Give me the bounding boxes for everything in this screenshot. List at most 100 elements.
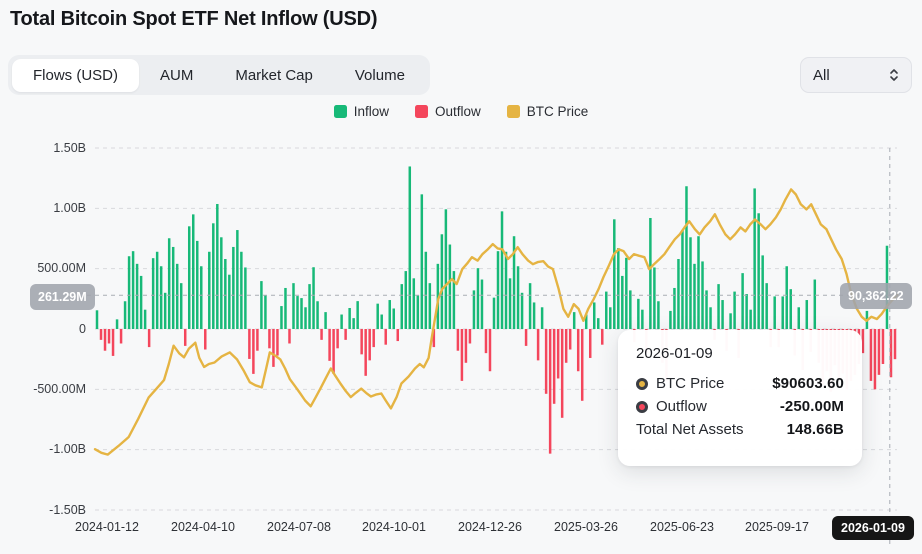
inflow-bar[interactable] <box>404 271 408 329</box>
inflow-bar[interactable] <box>408 166 412 329</box>
inflow-bar[interactable] <box>625 257 628 329</box>
inflow-bar[interactable] <box>697 236 700 329</box>
outflow-bar[interactable] <box>484 329 488 354</box>
inflow-bar[interactable] <box>613 219 616 329</box>
outflow-bar[interactable] <box>147 329 151 348</box>
inflow-bar[interactable] <box>95 310 99 329</box>
inflow-bar[interactable] <box>745 294 748 329</box>
inflow-bar[interactable] <box>813 279 817 329</box>
inflow-bar[interactable] <box>757 213 760 329</box>
inflow-bar[interactable] <box>693 263 696 329</box>
outflow-bar[interactable] <box>204 329 207 350</box>
outflow-bar[interactable] <box>119 329 123 344</box>
inflow-bar[interactable] <box>400 284 404 329</box>
inflow-bar[interactable] <box>236 230 239 329</box>
inflow-bar[interactable] <box>175 263 179 329</box>
inflow-bar[interactable] <box>649 217 652 329</box>
inflow-bar[interactable] <box>139 275 143 329</box>
inflow-bar[interactable] <box>765 283 768 329</box>
inflow-bar[interactable] <box>641 309 644 329</box>
outflow-bar[interactable] <box>877 329 881 375</box>
inflow-bar[interactable] <box>196 240 199 329</box>
outflow-bar[interactable] <box>368 329 371 361</box>
inflow-bar[interactable] <box>187 226 191 329</box>
inflow-bar[interactable] <box>717 284 720 329</box>
outflow-bar[interactable] <box>384 329 387 345</box>
inflow-bar[interactable] <box>629 290 632 329</box>
outflow-bar[interactable] <box>103 329 107 351</box>
outflow-bar[interactable] <box>588 329 592 358</box>
inflow-bar[interactable] <box>721 300 724 329</box>
inflow-bar[interactable] <box>115 319 119 329</box>
tab-flows-usd[interactable]: Flows (USD) <box>12 58 139 92</box>
inflow-bar[interactable] <box>208 251 211 329</box>
inflow-bar[interactable] <box>669 310 672 329</box>
inflow-bar[interactable] <box>729 313 732 329</box>
outflow-bar[interactable] <box>396 329 399 342</box>
outflow-bar[interactable] <box>456 329 460 351</box>
inflow-bar[interactable] <box>789 289 792 329</box>
inflow-bar[interactable] <box>264 295 267 329</box>
outflow-bar[interactable] <box>328 329 331 361</box>
inflow-bar[interactable] <box>653 267 656 329</box>
inflow-bar[interactable] <box>308 284 311 329</box>
legend-inflow[interactable]: Inflow <box>333 104 389 119</box>
inflow-bar[interactable] <box>681 230 684 329</box>
inflow-bar[interactable] <box>516 266 520 329</box>
outflow-bar[interactable] <box>111 329 115 356</box>
inflow-bar[interactable] <box>444 209 448 329</box>
inflow-bar[interactable] <box>685 186 688 329</box>
outflow-bar[interactable] <box>468 329 472 344</box>
inflow-bar[interactable] <box>476 268 480 329</box>
inflow-bar[interactable] <box>773 296 776 329</box>
inflow-bar[interactable] <box>412 278 416 329</box>
inflow-bar[interactable] <box>280 306 283 329</box>
inflow-bar[interactable] <box>135 263 139 329</box>
inflow-bar[interactable] <box>131 251 135 329</box>
inflow-bar[interactable] <box>416 295 420 329</box>
outflow-bar[interactable] <box>276 329 279 356</box>
inflow-bar[interactable] <box>584 314 588 329</box>
tab-volume[interactable]: Volume <box>354 66 405 84</box>
inflow-bar[interactable] <box>179 283 183 329</box>
inflow-bar[interactable] <box>512 236 516 329</box>
inflow-bar[interactable] <box>192 214 195 329</box>
outflow-bar[interactable] <box>320 329 323 340</box>
inflow-bar[interactable] <box>472 290 476 329</box>
inflow-bar[interactable] <box>159 266 163 329</box>
inflow-bar[interactable] <box>785 266 788 329</box>
outflow-bar[interactable] <box>580 329 584 401</box>
outflow-bar[interactable] <box>464 329 468 363</box>
outflow-bar[interactable] <box>601 329 604 345</box>
inflow-bar[interactable] <box>673 287 676 329</box>
outflow-bar[interactable] <box>272 329 275 367</box>
inflow-bar[interactable] <box>171 246 175 329</box>
inflow-bar[interactable] <box>709 307 712 329</box>
inflow-bar[interactable] <box>356 301 359 329</box>
inflow-bar[interactable] <box>617 248 620 329</box>
inflow-bar[interactable] <box>761 255 764 329</box>
inflow-bar[interactable] <box>508 278 512 329</box>
inflow-bar[interactable] <box>448 244 452 329</box>
outflow-bar[interactable] <box>372 329 375 348</box>
outflow-bar[interactable] <box>576 329 580 372</box>
inflow-bar[interactable] <box>657 301 660 329</box>
inflow-bar[interactable] <box>637 298 640 329</box>
inflow-bar[interactable] <box>304 307 307 329</box>
inflow-bar[interactable] <box>212 223 215 329</box>
outflow-bar[interactable] <box>881 329 885 364</box>
inflow-bar[interactable] <box>420 194 424 329</box>
inflow-bar[interactable] <box>597 318 600 329</box>
inflow-bar[interactable] <box>496 251 500 329</box>
inflow-bar[interactable] <box>155 251 159 329</box>
outflow-bar[interactable] <box>861 329 865 354</box>
outflow-bar[interactable] <box>360 329 363 355</box>
outflow-bar[interactable] <box>560 329 564 418</box>
outflow-bar[interactable] <box>268 329 271 349</box>
inflow-bar[interactable] <box>532 302 536 329</box>
inflow-bar[interactable] <box>216 203 219 329</box>
tab-aum[interactable]: AUM <box>160 66 194 84</box>
inflow-bar[interactable] <box>452 271 456 329</box>
inflow-bar[interactable] <box>123 301 127 329</box>
inflow-bar[interactable] <box>572 312 576 329</box>
